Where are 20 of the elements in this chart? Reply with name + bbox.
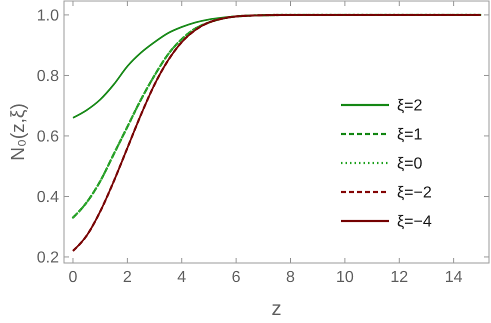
y-axis-title: N₀(z,ξ) (8, 103, 29, 161)
legend-label: ξ=2 (397, 98, 423, 115)
x-tick-label: 2 (122, 269, 132, 286)
legend-label: ξ=−2 (397, 184, 432, 202)
x-tick-label: 4 (177, 269, 186, 286)
x-tick-label: 0 (68, 269, 78, 286)
x-axis-title: z (272, 298, 282, 320)
y-tick-label: 1.0 (36, 8, 60, 25)
x-tick-label: 12 (390, 269, 408, 286)
x-tick-label: 10 (336, 269, 354, 286)
x-tick-label: 6 (232, 269, 241, 286)
y-tick-label: 0.4 (36, 189, 60, 206)
x-tick-label: 14 (444, 269, 463, 286)
legend-label: ξ=0 (397, 156, 423, 173)
x-tick-label: 8 (286, 269, 296, 286)
legend-label: ξ=−4 (397, 214, 432, 231)
y-tick-label: 0.2 (36, 250, 60, 267)
legend-label: ξ=1 (397, 126, 423, 144)
y-tick-label: 0.6 (36, 128, 60, 146)
y-tick-label: 0.8 (36, 68, 60, 86)
